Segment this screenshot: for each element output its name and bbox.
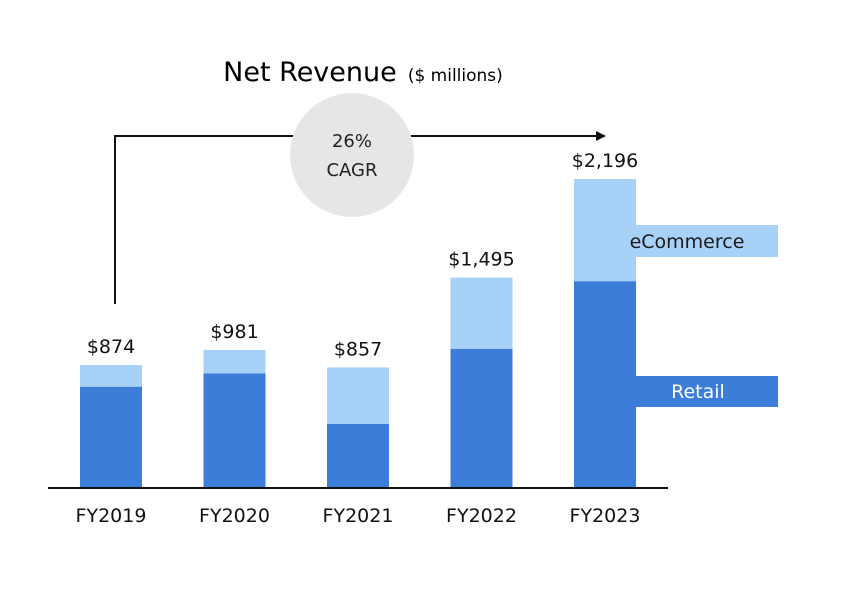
x-tick-fy2020: FY2020: [199, 505, 270, 527]
bar-retail-fy2020: [203, 373, 266, 488]
chart-subtitle: ($ millions): [408, 66, 503, 86]
total-label-fy2022: $1,495: [448, 249, 514, 271]
total-labels-group: $874 $981 $857 $1,495 $2,196: [87, 150, 638, 360]
total-label-fy2023: $2,196: [572, 150, 638, 172]
cagr-arrow: [114, 131, 606, 304]
bar-ecommerce-fy2021: [327, 367, 389, 424]
x-tick-labels-group: FY2019 FY2020 FY2021 FY2022 FY2023: [76, 505, 641, 527]
cagr-value: 26%: [332, 131, 372, 152]
bar-retail-fy2021: [327, 423, 389, 488]
chart-title: Net Revenue ($ millions): [223, 57, 503, 88]
bar-ecommerce-fy2020: [203, 349, 266, 374]
x-tick-fy2023: FY2023: [570, 505, 641, 527]
bars-group: [80, 179, 636, 488]
bar-retail-fy2019: [80, 386, 142, 488]
legend-ecommerce-box: [610, 225, 778, 257]
total-label-fy2021: $857: [334, 338, 382, 360]
total-label-fy2020: $981: [210, 321, 258, 343]
legend: eCommerce Retail: [610, 225, 778, 407]
bar-ecommerce-fy2019: [80, 365, 142, 387]
x-tick-fy2019: FY2019: [76, 505, 147, 527]
cagr-label: CAGR: [326, 160, 377, 181]
total-label-fy2019: $874: [87, 336, 135, 358]
bar-retail-fy2022: [450, 348, 513, 488]
chart-title-main: Net Revenue: [223, 57, 397, 88]
x-tick-fy2021: FY2021: [323, 505, 394, 527]
x-tick-fy2022: FY2022: [446, 505, 517, 527]
legend-ecommerce-label: eCommerce: [630, 231, 745, 253]
bar-ecommerce-fy2022: [450, 277, 513, 349]
legend-retail-label: Retail: [671, 381, 725, 403]
legend-retail-box: [618, 376, 778, 407]
cagr-circle: [290, 93, 414, 217]
